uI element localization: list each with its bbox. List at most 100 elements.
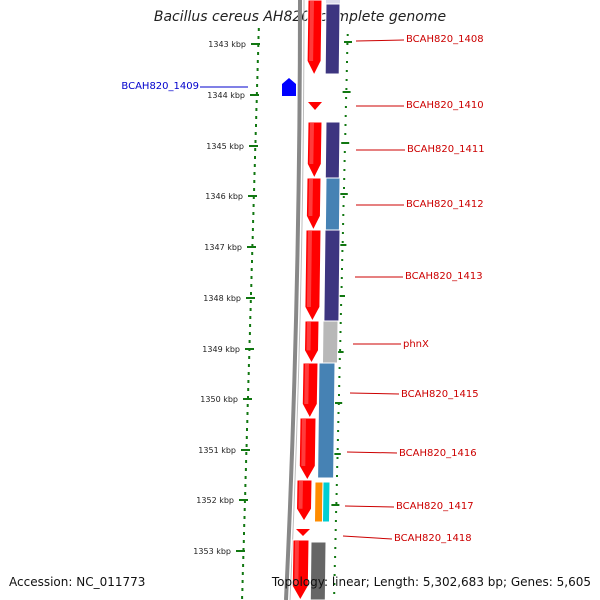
ruler-label: 1353 kbp — [193, 547, 231, 556]
ruler-dot — [257, 44, 260, 47]
ruler-dot — [253, 172, 256, 175]
cds-arrow-shine — [294, 541, 299, 586]
ruler-label: 1347 kbp — [204, 243, 242, 252]
outer-ruler-dot — [342, 205, 345, 207]
ruler-label: 1349 kbp — [202, 345, 240, 354]
outer-ruler-dot — [342, 214, 345, 216]
ruler-dot — [255, 124, 257, 127]
ruler-dot — [243, 516, 246, 519]
outer-ruler-dot — [339, 313, 342, 315]
cog-bar — [317, 362, 336, 479]
outer-ruler-dot — [344, 115, 347, 117]
ruler-dot — [250, 292, 252, 295]
cds-arrow — [306, 121, 323, 180]
gene-label: BCAH820_1415 — [401, 389, 479, 400]
outer-ruler-dot — [340, 304, 343, 306]
outer-ruler-dot — [344, 106, 347, 108]
ruler-dot — [251, 228, 254, 231]
ruler-label: 1344 kbp — [207, 91, 245, 100]
outer-ruler-dot — [336, 475, 338, 477]
ruler-dot — [249, 324, 252, 327]
backbone-highlight — [289, 0, 305, 600]
gene-label-leader — [342, 535, 393, 540]
outer-ruler-dot — [333, 592, 336, 594]
outer-ruler-dot — [333, 574, 336, 576]
outer-ruler-dot — [335, 511, 338, 513]
ruler-dot — [256, 76, 259, 79]
gene-label-leader — [346, 451, 398, 454]
outer-ruler-dot — [340, 286, 343, 288]
ruler-dot — [252, 196, 255, 199]
genome-backbone — [284, 0, 305, 600]
ruler-dot — [256, 60, 259, 63]
ruler-dot — [254, 156, 256, 159]
ruler-dot — [244, 492, 247, 495]
outer-ruler-dot — [340, 277, 343, 279]
ruler-label: 1343 kbp — [208, 40, 246, 49]
outer-ruler-dot — [339, 331, 342, 333]
ruler-dot — [249, 308, 252, 311]
ruler-dot — [253, 164, 256, 167]
outer-ruler-dot — [343, 169, 346, 171]
outer-ruler-dot — [334, 556, 337, 558]
cds-arrow-shine — [298, 481, 303, 509]
outer-ruler-dot — [335, 502, 338, 504]
ruler-dot — [254, 140, 257, 143]
ruler-dot — [246, 420, 249, 423]
outer-ruler-dot — [342, 196, 345, 198]
ruler-dot — [246, 404, 249, 407]
ruler-dot — [254, 132, 257, 135]
ruler-dot — [250, 276, 253, 279]
kbp-ruler: 1343 kbp 1344 kbp 1345 kbp 1346 kbp 1347 kbp… — [193, 28, 352, 599]
ruler-dot — [249, 300, 252, 303]
ruler-dot — [250, 268, 253, 271]
outer-ruler-dot — [338, 358, 341, 360]
cds-arrow-shine — [306, 322, 311, 351]
ruler-dot — [255, 116, 258, 119]
cds-arrow-shine — [301, 419, 306, 466]
gene-label-leader — [344, 505, 395, 508]
outer-ruler-dot — [339, 340, 342, 342]
outer-ruler-dot — [336, 448, 339, 450]
cds-arrow-shine — [309, 123, 314, 164]
gene-label: BCAH820_1413 — [405, 271, 483, 282]
cds-arrow-shine — [304, 364, 309, 404]
outer-ruler-dot — [344, 133, 347, 135]
ruler-dot — [241, 588, 244, 591]
ruler-dot — [244, 476, 247, 479]
ruler-dot — [245, 444, 248, 447]
cds-arrow-shine — [309, 1, 314, 61]
outer-ruler-dot — [346, 43, 349, 45]
outer-ruler-dot — [341, 241, 344, 243]
cog-bar — [313, 481, 324, 523]
ruler-dot — [252, 204, 255, 207]
cog-bar — [324, 3, 341, 75]
ruler-dot — [247, 372, 250, 375]
cds-track — [282, 0, 323, 600]
outer-ruler-dot — [337, 430, 340, 432]
outer-ruler-dot — [345, 79, 348, 81]
ruler-dot — [252, 212, 255, 215]
ruler-dot — [244, 484, 247, 487]
gene-labels: BCAH820_1408 BCAH820_1409 BCAH820_1410 BCAH… — [121, 34, 484, 544]
ruler-dot — [245, 460, 248, 463]
ruler-dot — [248, 356, 251, 359]
outer-ruler-dot — [333, 565, 336, 567]
outer-ruler-dot — [337, 412, 340, 414]
cog-bar — [326, 0, 340, 6]
ruler-dot — [251, 244, 254, 247]
ruler-dot — [255, 100, 258, 103]
ruler-dot — [254, 148, 257, 151]
outer-ruler-dot — [336, 439, 339, 441]
accession-text: Accession: NC_011773 — [9, 575, 146, 589]
outer-ruler-dot — [337, 421, 340, 423]
outer-ruler-dot — [345, 97, 348, 99]
gene-label: BCAH820_1409 — [121, 81, 199, 92]
cog-bar — [321, 320, 339, 364]
ruler-dot — [256, 68, 259, 71]
outer-ruler-dot — [346, 34, 349, 36]
ruler-dot — [255, 92, 258, 95]
ruler-dot — [243, 524, 246, 527]
ruler-dot — [250, 284, 253, 287]
